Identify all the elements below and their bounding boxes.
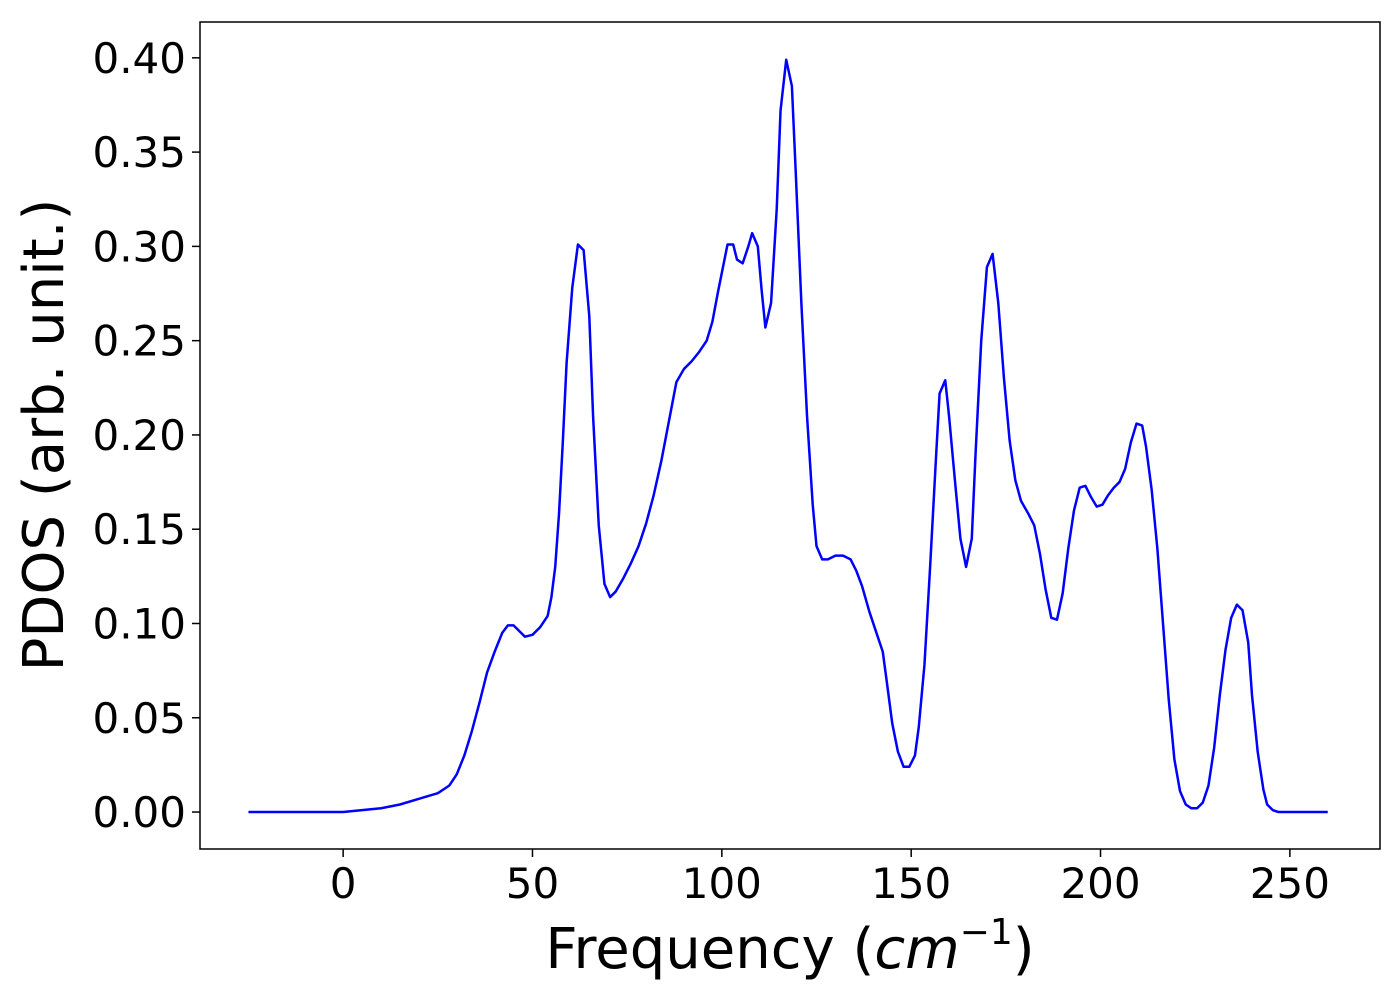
y-tick-label: 0.00 [92,788,186,837]
y-tick-label: 0.30 [92,222,186,271]
y-tick-label: 0.10 [92,599,186,648]
y-tick-label: 0.15 [92,505,186,554]
y-axis-label: PDOS (arb. unit.) [12,199,77,672]
plot-frame [199,21,1381,850]
x-tick-label: 250 [1250,859,1330,908]
x-axis-label: Frequency (cm−1) [545,912,1034,982]
x-tick-label: 150 [871,859,951,908]
x-tick-label: 0 [330,859,357,908]
y-tick-label: 0.20 [92,411,186,460]
x-tick-label: 50 [506,859,559,908]
y-tick-label: 0.25 [92,317,186,366]
x-tick-label: 200 [1060,859,1140,908]
y-tick-label: 0.05 [92,694,186,743]
x-tick-label: 100 [682,859,762,908]
y-tick-label: 0.40 [92,34,186,83]
data-line [248,58,1328,814]
y-tick-label: 0.35 [92,128,186,177]
